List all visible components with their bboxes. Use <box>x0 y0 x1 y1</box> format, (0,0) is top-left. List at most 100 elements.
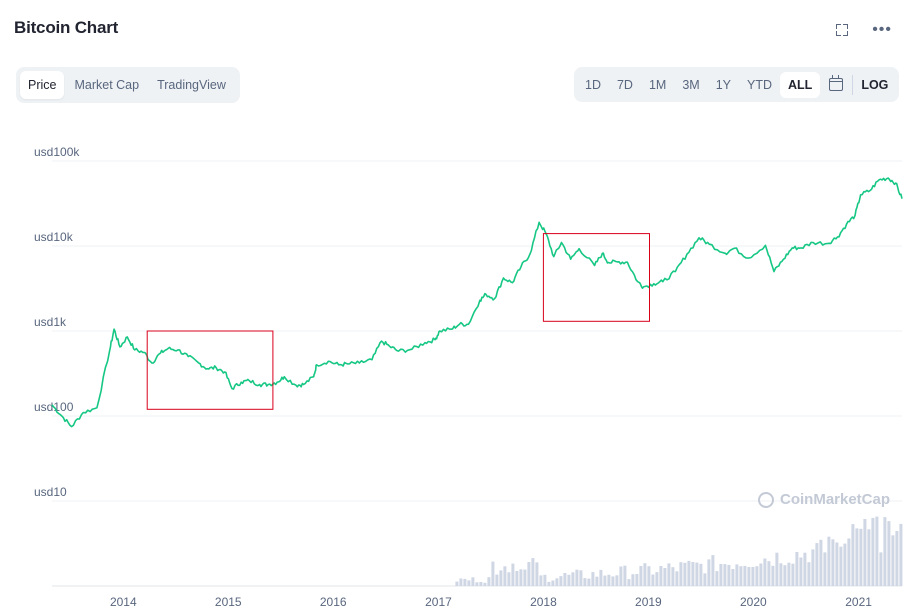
volume-bar <box>575 569 579 586</box>
volume-bar <box>843 543 847 586</box>
volume-bar <box>463 578 467 586</box>
x-tick-label: 2020 <box>740 595 767 609</box>
volume-bar <box>851 524 855 586</box>
volume-bar <box>651 574 655 586</box>
log-scale-button[interactable]: LOG <box>861 77 889 92</box>
fullscreen-icon[interactable] <box>836 24 849 36</box>
volume-bar <box>583 578 587 586</box>
volume-bar <box>891 535 895 586</box>
volume-bar <box>715 571 719 586</box>
volume-bar <box>771 565 775 586</box>
range-1y-button[interactable]: 1Y <box>715 77 732 92</box>
volume-bar <box>547 581 551 586</box>
volume-bar <box>495 574 499 586</box>
volume-bar <box>503 566 507 586</box>
highlight-box <box>146 330 274 410</box>
volume-bar <box>679 562 683 586</box>
x-tick-label: 2017 <box>425 595 452 609</box>
volume-bar <box>627 579 631 586</box>
x-tick-label: 2019 <box>635 595 662 609</box>
range-ytd-button[interactable]: YTD <box>747 77 773 92</box>
volume-bar <box>867 529 871 586</box>
volume-bar <box>819 539 823 586</box>
chart-type-tabs: Price Market Cap TradingView <box>16 67 240 103</box>
volume-bar <box>859 528 863 586</box>
volume-bar <box>579 570 583 586</box>
volume-bar <box>855 528 859 586</box>
more-icon[interactable]: ••• <box>872 21 892 38</box>
volume-bar <box>839 546 843 586</box>
watermark: CoinMarketCap <box>758 491 890 508</box>
volume-bar <box>615 575 619 586</box>
volume-bar <box>775 552 779 586</box>
volume-bar <box>671 567 675 586</box>
range-all-button[interactable]: ALL <box>780 71 821 98</box>
volume-bar <box>827 536 831 586</box>
volume-bar <box>739 566 743 586</box>
x-tick-label: 2014 <box>110 595 137 609</box>
volume-bar <box>783 565 787 586</box>
volume-bar <box>639 566 643 586</box>
tab-tradingview[interactable]: TradingView <box>157 78 226 92</box>
volume-bar <box>523 569 527 586</box>
volume-bar <box>563 573 567 586</box>
volume-bar <box>571 572 575 586</box>
volume-bar <box>471 577 475 586</box>
volume-bar <box>619 566 623 586</box>
volume-bar <box>623 565 627 586</box>
tab-market-cap[interactable]: Market Cap <box>74 78 140 92</box>
x-tick-label: 2016 <box>320 595 347 609</box>
volume-bar <box>707 559 711 586</box>
calendar-icon[interactable] <box>829 75 844 91</box>
volume-bar <box>587 578 591 586</box>
time-range-selector: 1D 7D 1M 3M 1Y YTD ALL LOG <box>574 67 900 102</box>
volume-bar <box>607 574 611 586</box>
range-1d-button[interactable]: 1D <box>585 77 601 92</box>
price-line <box>51 177 903 428</box>
volume-bar <box>531 558 535 586</box>
volume-bar <box>823 552 827 586</box>
volume-bar <box>763 558 767 586</box>
volume-bars <box>455 516 903 586</box>
volume-bar <box>499 570 503 586</box>
volume-bar <box>519 569 523 586</box>
volume-bar <box>455 581 459 586</box>
tab-price[interactable]: Price <box>20 71 65 99</box>
volume-bar <box>743 565 747 586</box>
volume-bar <box>755 566 759 586</box>
volume-bar <box>603 575 607 586</box>
range-1m-button[interactable]: 1M <box>648 77 667 92</box>
volume-bar <box>863 519 867 586</box>
volume-bar <box>811 549 815 586</box>
volume-bar <box>779 563 783 586</box>
top-icons: ••• <box>836 21 892 38</box>
volume-bar <box>611 576 615 586</box>
volume-bar <box>479 582 483 586</box>
volume-bar <box>663 568 667 586</box>
y-tick-label: usd100k <box>34 145 80 159</box>
divider <box>852 74 854 95</box>
volume-bar <box>895 531 899 586</box>
volume-bar <box>535 562 539 586</box>
range-3m-button[interactable]: 3M <box>682 77 700 92</box>
range-7d-button[interactable]: 7D <box>616 77 633 92</box>
volume-bar <box>703 573 707 586</box>
volume-bar <box>483 582 487 586</box>
volume-bar <box>683 562 687 586</box>
volume-bar <box>767 561 771 586</box>
volume-bar <box>787 562 791 586</box>
volume-bar <box>699 563 703 586</box>
volume-bar <box>515 571 519 586</box>
volume-bar <box>747 567 751 586</box>
highlight-boxes <box>146 233 651 410</box>
volume-bar <box>871 517 875 586</box>
volume-bar <box>831 539 835 586</box>
volume-bar <box>711 555 715 586</box>
volume-bar <box>875 516 879 586</box>
volume-bar <box>659 566 663 586</box>
volume-bar <box>555 578 559 586</box>
volume-bar <box>727 564 731 586</box>
volume-bar <box>883 517 887 586</box>
volume-bar <box>551 580 555 586</box>
